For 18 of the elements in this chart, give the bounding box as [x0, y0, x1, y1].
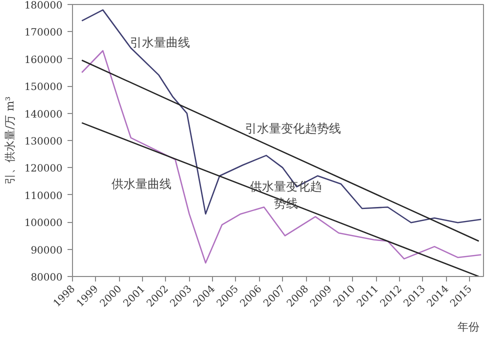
y-tick-label: 150000 [24, 82, 63, 94]
y-tick-label: 180000 [24, 0, 63, 12]
y-tick-label: 120000 [24, 164, 63, 175]
annotation: 供水量曲线 [112, 177, 172, 192]
annotation: 引水量变化趋势线 [245, 121, 342, 136]
y-tick-label: 110000 [24, 190, 63, 202]
y-tick-label: 130000 [24, 136, 63, 148]
annotation: 引水量曲线 [130, 36, 190, 50]
y-tick-label: 90000 [30, 245, 62, 256]
y-tick-label: 170000 [24, 28, 63, 39]
y-tick-label: 160000 [24, 54, 63, 66]
y-tick-label: 80000 [30, 272, 62, 284]
y-tick-label: 140000 [24, 109, 63, 120]
line-series [81, 9, 482, 224]
y-axis-title: 引、供水量/万 m³ [3, 96, 16, 185]
x-axis-title: 年份 [458, 320, 480, 334]
y-tick-label: 100000 [24, 218, 63, 230]
line-series [81, 50, 482, 264]
